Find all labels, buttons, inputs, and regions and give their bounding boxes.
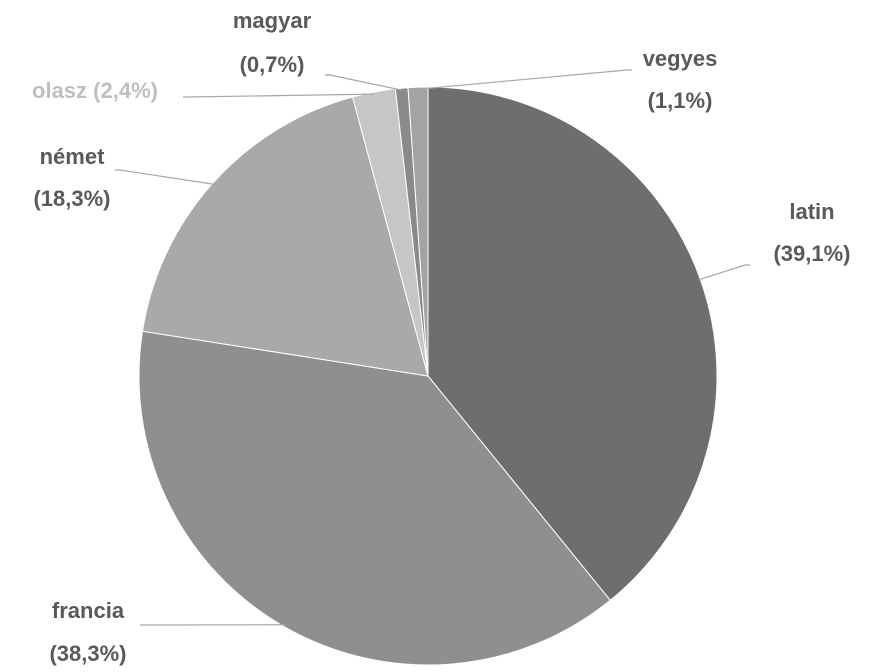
value-label: (1,1%) [648,88,713,113]
value-label: (38,3%) [49,641,126,666]
category-label: vegyes [643,46,718,71]
category-label: latin [789,199,834,224]
pie-slice [141,96,429,377]
leader-line [418,69,632,90]
data-label: olasz (2,4%) [32,78,158,103]
leader-line [698,264,750,281]
leader-line [115,169,215,185]
value-label: (2,4%) [93,78,158,103]
pie-slice [407,86,429,377]
category-label: magyar [233,8,312,33]
pie-slice [138,330,611,666]
category-label: francia [52,598,125,623]
category-label: német [40,144,105,169]
value-label: (39,1%) [773,241,850,266]
category-label: olasz [32,78,87,103]
leader-line [183,93,375,98]
value-label: (18,3%) [33,186,110,211]
leader-line [325,74,402,91]
value-label: (0,7%) [240,52,305,77]
